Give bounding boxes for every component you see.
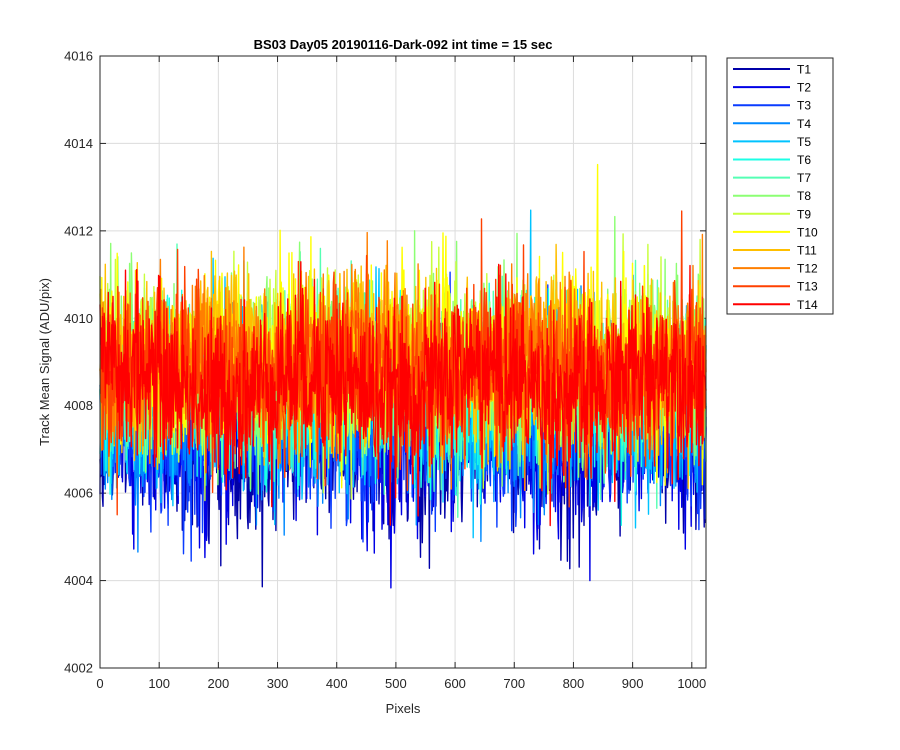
- x-tick-label: 500: [385, 676, 407, 691]
- legend-label-t13: T13: [797, 280, 818, 294]
- legend-label-t7: T7: [797, 171, 811, 185]
- legend-label-t3: T3: [797, 99, 811, 113]
- x-tick-label: 400: [326, 676, 348, 691]
- series-group: [99, 163, 707, 589]
- legend-label-t5: T5: [797, 135, 811, 149]
- x-axis-label: Pixels: [386, 701, 421, 716]
- x-tick-label: 600: [444, 676, 466, 691]
- x-tick-label: 200: [208, 676, 230, 691]
- series-line-t14: [99, 261, 707, 527]
- x-tick-label: 800: [563, 676, 585, 691]
- y-tick-label: 4010: [64, 311, 93, 326]
- series-line-t12: [99, 231, 707, 492]
- legend-label-t14: T14: [797, 298, 818, 312]
- axes-box: [99, 55, 707, 669]
- legend-label-t10: T10: [797, 225, 818, 239]
- y-tick-label: 4002: [64, 661, 93, 676]
- legend-label-t11: T11: [797, 244, 817, 258]
- x-tick-label: 300: [267, 676, 289, 691]
- x-tick-label: 900: [622, 676, 644, 691]
- chart-title: BS03 Day05 20190116-Dark-092 int time = …: [254, 37, 553, 52]
- y-tick-label: 4014: [64, 136, 93, 151]
- legend-label-t1: T1: [797, 63, 811, 77]
- y-axis-label: Track Mean Signal (ADU/pix): [37, 278, 52, 446]
- x-tick-label: 1000: [677, 676, 706, 691]
- legend-label-t6: T6: [797, 153, 811, 167]
- y-axis-ticks: 4002 4004 4006 4008 4010 4012 4014 4016: [64, 49, 706, 676]
- legend-box: [726, 57, 834, 315]
- legend-label-t8: T8: [797, 189, 811, 203]
- x-tick-label: 700: [503, 676, 525, 691]
- x-tick-label: 0: [96, 676, 103, 691]
- y-tick-label: 4004: [64, 573, 93, 588]
- x-tick-label: 100: [148, 676, 170, 691]
- y-tick-label: 4012: [64, 223, 93, 238]
- legend: T1 T2 T3 T4 T5 T6 T7 T8 T9 T10 T11 T12 T13 T14: [726, 57, 834, 315]
- legend-label-t12: T12: [797, 262, 818, 276]
- legend-label-t4: T4: [797, 117, 811, 131]
- legend-label-t9: T9: [797, 207, 811, 221]
- y-tick-label: 4008: [64, 398, 93, 413]
- legend-label-t2: T2: [797, 81, 811, 95]
- y-tick-label: 4016: [64, 49, 93, 64]
- y-tick-label: 4006: [64, 486, 93, 501]
